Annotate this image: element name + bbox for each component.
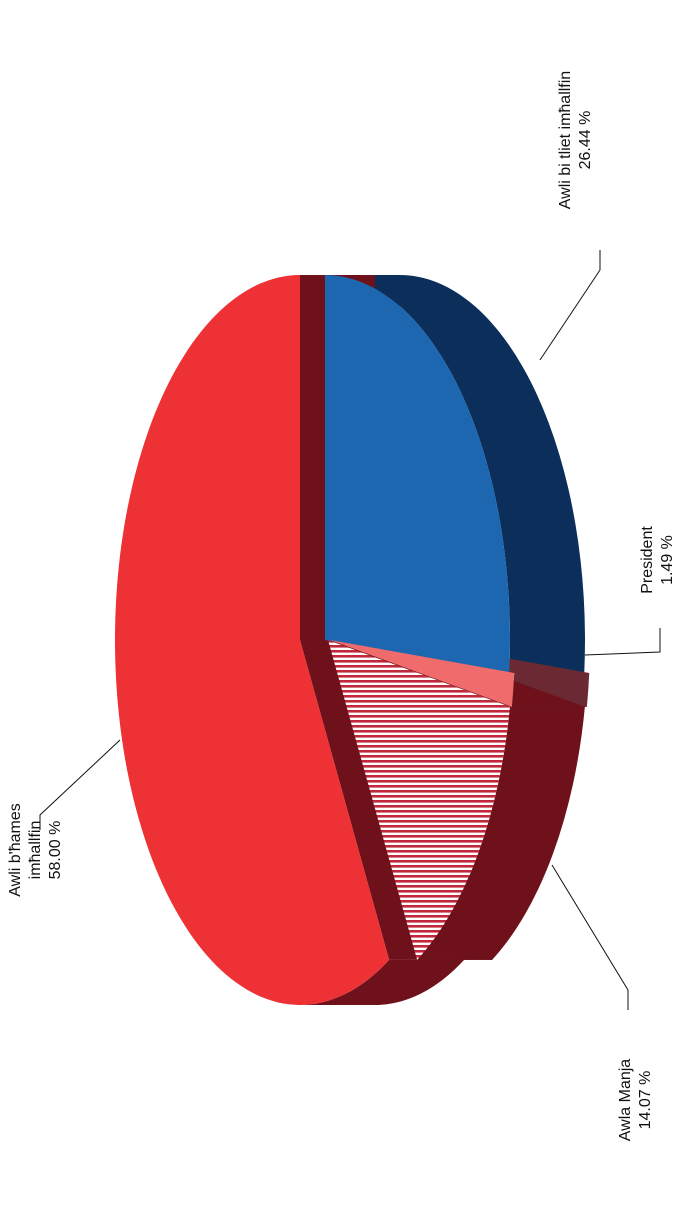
pie-slice-side	[417, 706, 585, 960]
slice-value-label: 14.07 %	[637, 1071, 654, 1130]
slice-value-label: 1.49 %	[659, 535, 676, 585]
pie-slice-side	[300, 959, 465, 1005]
slice-value-label: 26.44 %	[577, 111, 594, 170]
slice-label: President	[639, 526, 656, 594]
pie-slice	[325, 275, 510, 673]
slice-value-label: 58.00 %	[47, 821, 64, 880]
pie-slice-side	[325, 275, 585, 673]
pie-slice	[330, 640, 515, 707]
slice-label: Awla Manja	[617, 1059, 634, 1142]
leader-line	[551, 864, 629, 1010]
leader-line	[539, 250, 601, 361]
slice-label: Awli bi tliet imħallfin	[557, 71, 574, 209]
slice-label: Awli b'ħames	[7, 803, 24, 896]
leader-line	[39, 739, 121, 830]
slice-label: imħallfin	[27, 821, 44, 880]
pie-slice	[328, 640, 510, 960]
pie-slice	[115, 275, 390, 1005]
leader-line	[584, 628, 661, 656]
